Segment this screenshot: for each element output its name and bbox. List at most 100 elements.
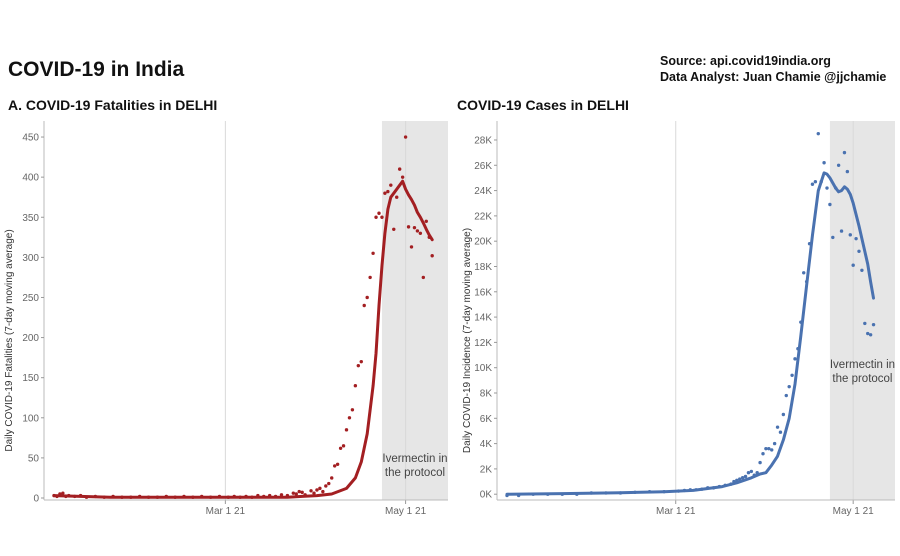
fatalities-moving-average-line	[52, 179, 434, 499]
cases-daily-point	[784, 393, 788, 398]
fatalities-annotation-line: Ivermectin in	[382, 453, 447, 465]
fatalities-daily-point	[412, 225, 417, 230]
fatalities-daily-point	[338, 446, 343, 450]
fatalities-daily-point	[403, 135, 408, 139]
cases-daily-point	[828, 202, 832, 207]
fatalities-daily-point	[430, 254, 434, 258]
cases-daily-point	[764, 446, 768, 451]
cases-daily-point	[746, 470, 751, 475]
cases-daily-point	[871, 322, 876, 327]
fatalities-daily-point	[362, 303, 366, 308]
fatalities-daily-point	[341, 444, 346, 448]
cases-daily-point	[854, 236, 858, 241]
fatalities-daily-point	[350, 408, 355, 412]
cases-daily-point	[761, 452, 765, 456]
cases-daily-point	[831, 235, 835, 240]
fatalities-daily-point	[344, 428, 349, 432]
fatalities-ivermectin-shade	[381, 121, 448, 500]
fatalities-y-tick-label: 100	[22, 413, 39, 424]
fatalities-daily-point	[347, 416, 352, 420]
fatalities-daily-point	[409, 245, 414, 249]
cases-daily-point	[781, 412, 786, 417]
fatalities-daily-point	[330, 476, 334, 480]
cases-daily-point	[758, 460, 762, 465]
cases-y-tick-label: 18K	[474, 262, 492, 273]
fatalities-daily-point	[356, 363, 361, 368]
page-title: COVID-19 in India	[8, 58, 185, 81]
cases-daily-point	[866, 331, 870, 336]
fatalities-y-tick-label: 200	[22, 333, 39, 344]
cases-moving-average-line	[505, 171, 875, 496]
fatalities-y-tick-label: 50	[28, 453, 40, 464]
fatalities-y-tick-label: 0	[33, 494, 39, 505]
fatalities-x-tick-label: Mar 1 21	[206, 506, 246, 517]
cases-daily-point	[842, 150, 847, 155]
cases-annotation-line: Ivermectin in	[830, 359, 895, 371]
fatalities-chart-title: A. COVID-19 Fatalities in DELHI	[8, 97, 218, 113]
cases-daily-point	[851, 263, 855, 267]
fatalities-y-tick-label: 350	[22, 213, 39, 224]
source-credit: Source: api.covid19india.org Data Analys…	[660, 53, 886, 85]
fatalities-y-tick-label: 400	[22, 173, 39, 184]
cases-y-tick-label: 12K	[474, 338, 492, 349]
cases-daily-point	[790, 373, 794, 377]
fatalities-daily-point	[424, 219, 428, 223]
cases-y-tick-label: 20K	[474, 237, 492, 248]
fatalities-daily-point	[327, 481, 331, 486]
cases-daily-point	[740, 476, 745, 480]
fatalities-daily-point	[315, 488, 319, 492]
fatalities-daily-point	[397, 167, 402, 171]
fatalities-y-tick-label: 300	[22, 253, 39, 264]
fatalities-daily-point	[353, 384, 358, 388]
cases-daily-point	[848, 233, 852, 237]
fatalities-daily-point	[61, 491, 65, 495]
fatalities-daily-point	[291, 491, 296, 495]
cases-y-tick-label: 16K	[474, 287, 492, 298]
fatalities-daily-point	[365, 295, 369, 300]
source-line: Source: api.covid19india.org	[660, 54, 831, 68]
cases-annotation-line: the protocol	[832, 373, 892, 385]
fatalities-x-tick-label: May 1 21	[385, 506, 427, 517]
cases-y-tick-label: 0K	[480, 490, 493, 501]
cases-daily-point	[836, 163, 841, 167]
cases-y-tick-label: 14K	[474, 313, 492, 324]
cases-daily-point	[860, 268, 864, 272]
cases-daily-point	[857, 249, 861, 254]
cases-daily-point	[816, 131, 820, 136]
fatalities-y-tick-label: 450	[22, 133, 39, 144]
cases-daily-point	[775, 425, 780, 429]
cases-daily-point	[845, 169, 850, 174]
cases-daily-point	[778, 430, 783, 434]
cases-daily-point	[839, 229, 844, 233]
fatalities-daily-point	[324, 484, 328, 488]
fatalities-daily-point	[294, 492, 298, 496]
fatalities-daily-point	[321, 489, 325, 494]
fatalities-daily-point	[312, 491, 316, 495]
fatalities-daily-point	[279, 493, 284, 497]
cases-x-tick-label: Mar 1 21	[656, 506, 696, 517]
cases-ivermectin-shade	[829, 121, 895, 500]
fatalities-daily-point	[389, 183, 393, 187]
cases-daily-point	[802, 271, 806, 275]
cases-y-tick-label: 24K	[474, 186, 492, 197]
fatalities-daily-point	[383, 191, 387, 195]
fatalities-daily-point	[406, 225, 411, 229]
cases-daily-point	[770, 448, 774, 452]
cases-y-axis-label: Daily COVID-19 Incidence (7-day moving a…	[462, 228, 473, 453]
cases-y-tick-label: 22K	[474, 211, 492, 222]
fatalities-daily-point	[374, 215, 378, 219]
fatalities-daily-point	[371, 251, 375, 256]
fatalities-daily-point	[309, 489, 313, 493]
cases-y-tick-label: 10K	[474, 363, 492, 374]
fatalities-daily-point	[297, 489, 301, 494]
cases-daily-point	[749, 469, 754, 474]
fatalities-daily-point	[318, 486, 322, 491]
cases-daily-point	[810, 182, 815, 186]
cases-y-tick-label: 2K	[480, 464, 493, 475]
cases-x-tick-label: May 1 21	[833, 506, 875, 517]
cases-daily-point	[868, 333, 873, 337]
cases-y-tick-label: 6K	[480, 414, 493, 425]
fatalities-y-tick-label: 250	[22, 293, 39, 304]
analyst-line: Data Analyst: Juan Chamie @jjchamie	[660, 70, 887, 84]
